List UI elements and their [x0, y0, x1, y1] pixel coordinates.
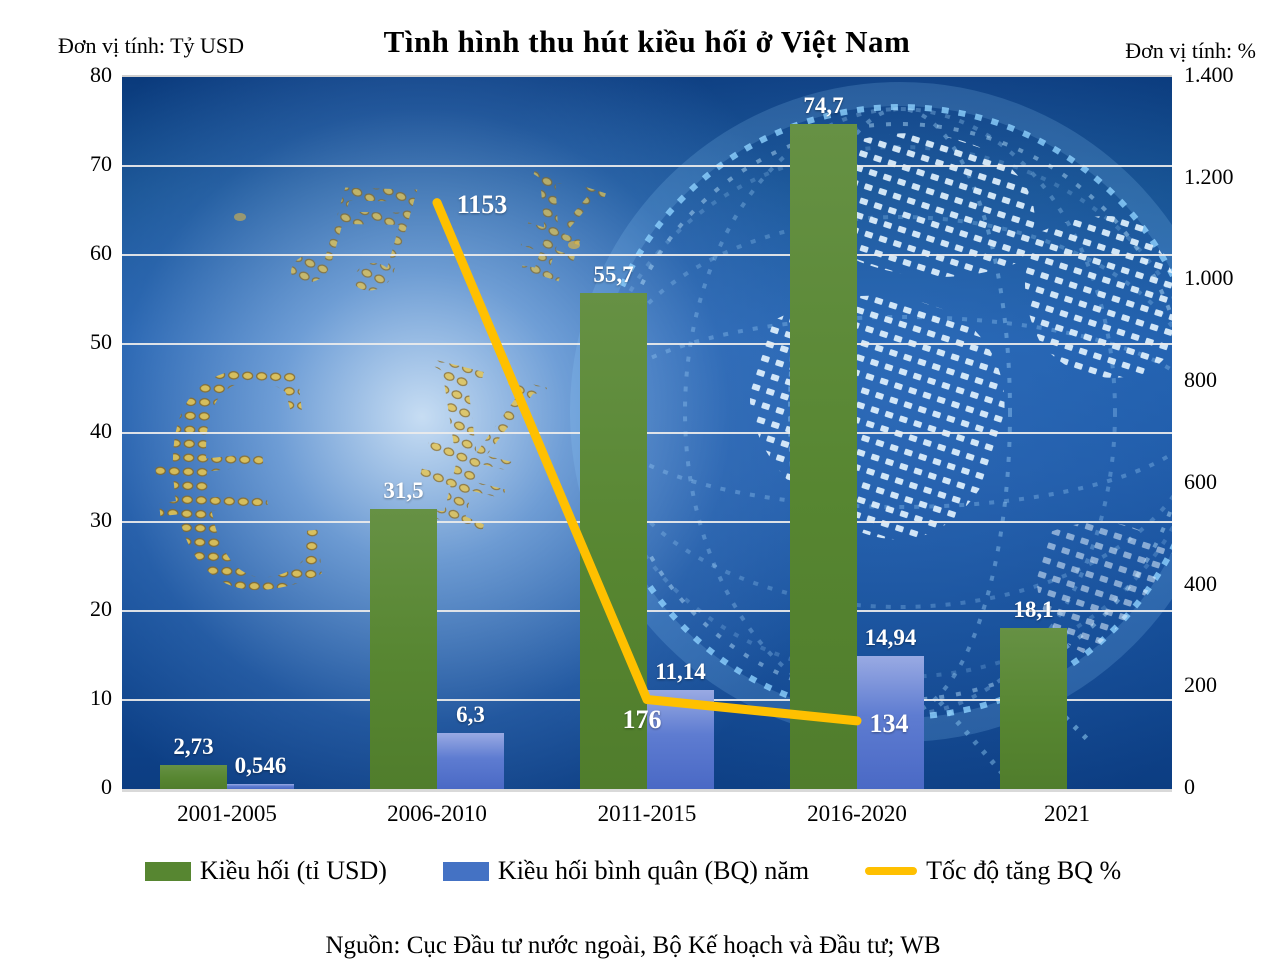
gridline — [122, 343, 1172, 345]
legend: Kiều hối (tỉ USD) Kiều hối bình quân (BQ)… — [0, 856, 1266, 886]
bar-value-label: 31,5 — [383, 477, 424, 503]
y-axis-tick-left: 50 — [90, 329, 112, 354]
legend-item: Tốc độ tăng BQ % — [865, 856, 1121, 886]
x-axis: 2001-2005 2006-2010 2011-2015 2016-2020 2021 — [122, 801, 1172, 827]
y-axis-tick-left: 40 — [90, 418, 112, 443]
bar-value-label: 2,73 — [173, 733, 214, 759]
y-axis-tick-right: 200 — [1184, 672, 1217, 698]
left-axis-unit-label: Đơn vị tính: Tỷ USD — [58, 33, 245, 58]
line-value-label: 176 — [622, 705, 662, 735]
y-axis-tick-left: 20 — [90, 596, 112, 621]
gridline — [122, 432, 1172, 434]
legend-label: Tốc độ tăng BQ % — [926, 856, 1122, 885]
y-axis-tick-left: 0 — [101, 774, 112, 799]
gridline — [122, 254, 1172, 256]
y-axis-tick-right: 600 — [1184, 468, 1217, 494]
x-axis-label: 2006-2010 — [387, 801, 487, 826]
y-axis-tick-right: 1.200 — [1184, 163, 1234, 189]
legend-item: Kiều hối bình quân (BQ) năm — [442, 856, 810, 886]
x-axis-label: 2001-2005 — [177, 801, 277, 826]
plot-area: € ¥ ♬ ¥ 2,73 0,546 31,5 6,3 55,7 11,14 74,7 14,… — [122, 75, 1172, 792]
bar-value-label: 74,7 — [803, 93, 844, 119]
right-axis-unit-label: Đơn vị tính: % — [1125, 38, 1256, 63]
bar-value-label: 55,7 — [593, 262, 634, 288]
x-axis-label: 2021 — [1044, 801, 1090, 826]
y-axis-tick-left: 30 — [90, 507, 112, 532]
y-axis-tick-right: 800 — [1184, 367, 1217, 393]
y-axis-tick-right: 1.000 — [1184, 265, 1234, 291]
legend-item: Kiều hối (tỉ USD) — [144, 856, 387, 886]
legend-line-swatch — [865, 867, 918, 875]
y-axis-tick-right: 0 — [1184, 774, 1195, 799]
bar-kieu-hoi — [1000, 627, 1067, 789]
bar-value-label: 11,14 — [655, 658, 706, 684]
y-axis-tick-left: 70 — [90, 151, 112, 176]
legend-label: Kiều hối bình quân (BQ) năm — [497, 856, 810, 885]
gridline — [122, 521, 1172, 523]
source-note: Nguồn: Cục Đầu tư nước ngoài, Bộ Kế hoạc… — [325, 932, 941, 959]
chart-title: Tình hình thu hút kiều hối ở Việt Nam — [383, 24, 911, 59]
bar-value-label: 6,3 — [456, 701, 485, 727]
line-value-label: 1153 — [456, 189, 508, 219]
legend-bar-swatch — [144, 861, 191, 881]
legend-bar-swatch — [442, 861, 489, 881]
line-value-label: 134 — [869, 708, 909, 738]
bar-value-label: 0,546 — [234, 753, 287, 779]
bar-value-label: 18,1 — [1013, 596, 1054, 622]
bar-binh-quan — [437, 732, 504, 789]
y-axis-tick-left: 10 — [90, 685, 112, 710]
y-axis-tick-left: 80 — [90, 62, 112, 87]
music-note-icon: ♬ — [251, 91, 511, 366]
y-axis-tick-right: 400 — [1184, 570, 1217, 596]
bar-value-label: 14,94 — [864, 625, 917, 651]
bar-binh-quan — [227, 784, 294, 789]
bar-kieu-hoi — [160, 764, 227, 789]
y-axis-tick-left: 60 — [90, 240, 112, 265]
bar-kieu-hoi — [370, 508, 437, 789]
y-axis-tick-right: 1.400 — [1184, 62, 1234, 87]
x-axis-label: 2016-2020 — [807, 801, 907, 826]
legend-label: Kiều hối (tỉ USD) — [199, 856, 387, 885]
bar-kieu-hoi — [790, 124, 857, 789]
gridline — [122, 165, 1172, 167]
x-axis-label: 2011-2015 — [597, 801, 697, 826]
